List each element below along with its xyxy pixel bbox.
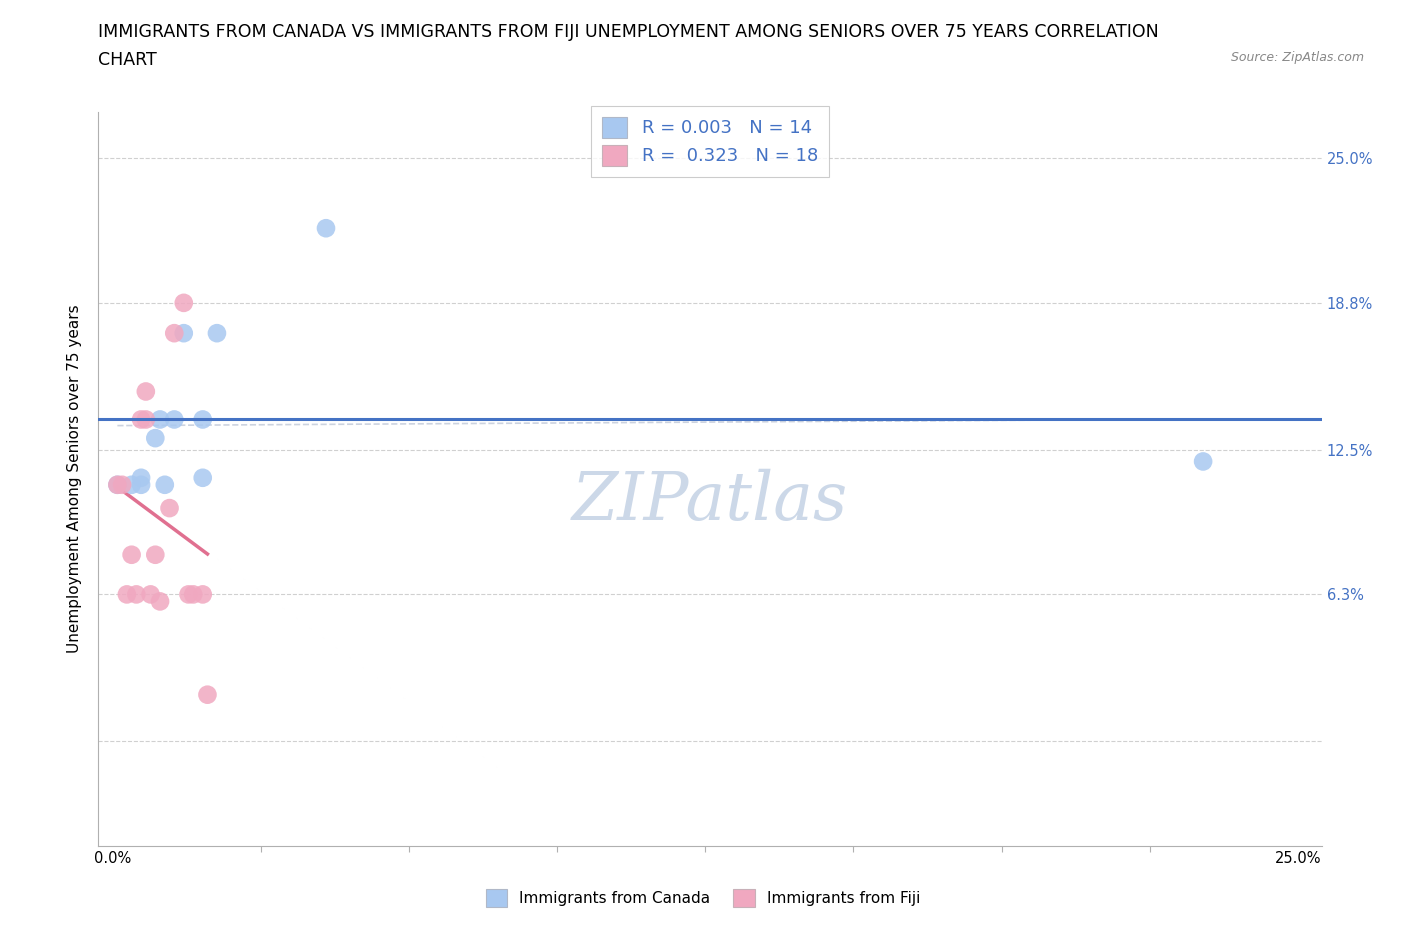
Text: ZIPatlas: ZIPatlas: [572, 469, 848, 534]
Point: [105, 477, 128, 492]
Point: [191, 587, 214, 602]
Point: [129, 477, 152, 492]
Point: [181, 587, 204, 602]
Point: [105, 477, 128, 492]
Text: Source: ZipAtlas.com: Source: ZipAtlas.com: [1230, 51, 1364, 64]
Point: [163, 412, 186, 427]
Legend: Immigrants from Canada, Immigrants from Fiji: Immigrants from Canada, Immigrants from …: [479, 884, 927, 913]
Point: [205, 326, 228, 340]
Point: [197, 687, 219, 702]
Legend: R = 0.003   N = 14, R =  0.323   N = 18: R = 0.003 N = 14, R = 0.323 N = 18: [591, 106, 830, 177]
Point: [129, 471, 152, 485]
Point: [121, 548, 143, 563]
Point: [191, 412, 214, 427]
Point: [135, 384, 157, 399]
Point: [173, 296, 195, 311]
Point: [139, 587, 162, 602]
Point: [315, 220, 337, 235]
Point: [115, 587, 138, 602]
Point: [135, 412, 157, 427]
Point: [191, 471, 214, 485]
Point: [159, 500, 181, 515]
Point: [1192, 454, 1215, 469]
Point: [173, 326, 195, 340]
Text: CHART: CHART: [98, 51, 157, 69]
Text: IMMIGRANTS FROM CANADA VS IMMIGRANTS FROM FIJI UNEMPLOYMENT AMONG SENIORS OVER 7: IMMIGRANTS FROM CANADA VS IMMIGRANTS FRO…: [98, 23, 1159, 41]
Point: [111, 477, 134, 492]
Point: [143, 431, 166, 445]
Point: [149, 412, 172, 427]
Point: [129, 412, 152, 427]
Point: [163, 326, 186, 340]
Point: [143, 548, 166, 563]
Point: [149, 594, 172, 609]
Point: [153, 477, 176, 492]
Point: [125, 587, 148, 602]
Point: [121, 477, 143, 492]
Point: [177, 587, 200, 602]
Y-axis label: Unemployment Among Seniors over 75 years: Unemployment Among Seniors over 75 years: [67, 305, 83, 653]
